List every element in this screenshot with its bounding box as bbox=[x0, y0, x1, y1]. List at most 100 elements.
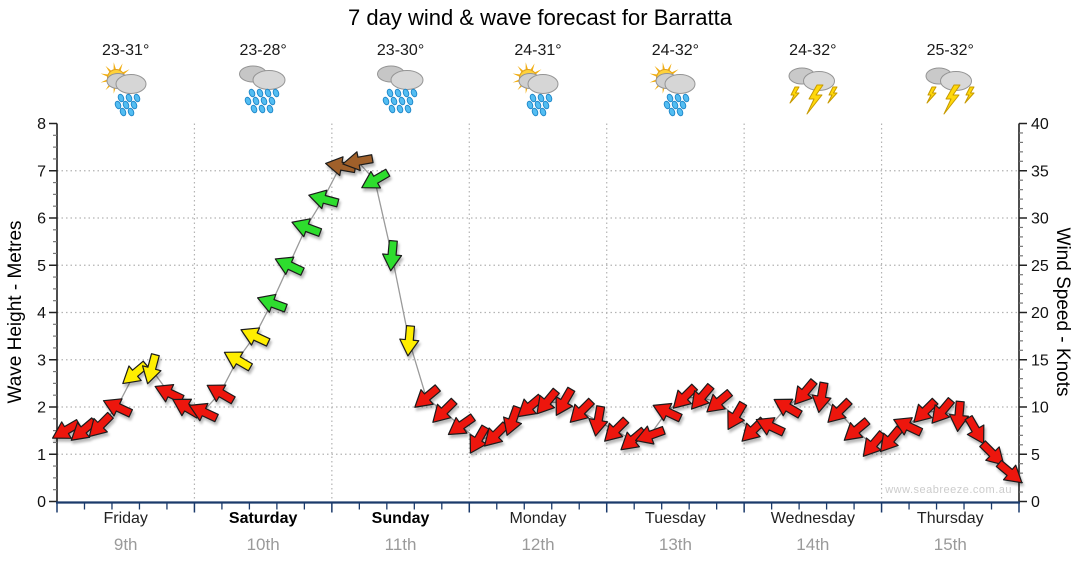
wind-arrow bbox=[652, 402, 683, 423]
sun-cloud-rain-icon bbox=[650, 62, 696, 117]
wind-arrow bbox=[604, 416, 630, 442]
day-forecast: 24-32° bbox=[744, 42, 882, 122]
lightning-bolt bbox=[964, 86, 975, 104]
day-axis-label: Saturday 10th bbox=[194, 510, 332, 555]
day-date: 14th bbox=[796, 535, 830, 554]
day-axis-label: Friday 9th bbox=[57, 510, 195, 555]
wind-arrow bbox=[773, 398, 803, 419]
wind-arrow bbox=[361, 168, 391, 189]
storm-icon bbox=[925, 67, 975, 115]
day-date: 11th bbox=[384, 535, 417, 554]
raindrop bbox=[672, 100, 679, 110]
raindrop bbox=[272, 88, 280, 98]
raindrop bbox=[539, 107, 547, 117]
cloud-rain-icon bbox=[376, 65, 424, 114]
wind-arrow bbox=[862, 430, 887, 457]
wind-arrow bbox=[188, 402, 219, 423]
sun-rays bbox=[650, 62, 682, 94]
wind-arrow bbox=[399, 325, 420, 357]
wind-arrow bbox=[240, 327, 271, 347]
wind-arrow bbox=[690, 382, 715, 410]
raindrop bbox=[264, 88, 272, 98]
raindrop bbox=[382, 96, 389, 106]
wind-arrow bbox=[979, 440, 1005, 466]
axis-tick-label: 6 bbox=[37, 211, 46, 228]
raindrop bbox=[117, 93, 124, 103]
wind-arrow bbox=[913, 397, 939, 423]
axis-tick-label: 0 bbox=[37, 494, 46, 511]
raindrop bbox=[260, 96, 268, 106]
lightning-bolt bbox=[943, 84, 961, 115]
weather-icon-wrap bbox=[744, 61, 882, 122]
raindrop bbox=[534, 100, 542, 110]
raindrop bbox=[127, 107, 134, 117]
wind-arrow bbox=[52, 419, 82, 439]
wind-arrow bbox=[308, 189, 340, 210]
day-temp-range: 23-30° bbox=[376, 42, 425, 59]
weather-icon-wrap bbox=[606, 61, 744, 122]
day-name: Saturday bbox=[228, 510, 298, 527]
wind-arrow bbox=[879, 425, 904, 453]
raindrop bbox=[122, 100, 129, 110]
wind-arrow bbox=[102, 398, 133, 418]
wind-arrow bbox=[931, 397, 956, 424]
day-temp-range: 24-32° bbox=[651, 42, 700, 59]
wind-arrow bbox=[483, 421, 510, 447]
raindrop bbox=[526, 100, 534, 110]
storm-icon bbox=[788, 67, 838, 115]
cloud bbox=[664, 74, 696, 94]
raindrop bbox=[537, 93, 545, 103]
raindrop bbox=[386, 88, 393, 98]
wind-arrow bbox=[141, 353, 162, 385]
wind-arrow bbox=[706, 388, 734, 413]
wind-arrow bbox=[88, 411, 114, 438]
wind-arrow bbox=[414, 384, 441, 408]
raindrop bbox=[250, 104, 258, 114]
axis-tick-label: 10 bbox=[1031, 400, 1049, 417]
wind-arrow bbox=[893, 417, 924, 437]
weather-icon-wrap bbox=[332, 61, 470, 122]
day-date: 15th bbox=[933, 535, 967, 554]
wind-arrow bbox=[569, 397, 595, 423]
axis-tick-label: 5 bbox=[37, 258, 46, 275]
raindrop bbox=[410, 88, 417, 98]
day-temp-range: 23-31° bbox=[102, 42, 150, 59]
sun-cloud-rain-icon bbox=[512, 62, 559, 117]
day-axis-label: Thursday 15th bbox=[881, 510, 1019, 555]
weather-icon-wrap bbox=[57, 61, 195, 122]
raindrop bbox=[675, 93, 682, 103]
weather-icon-wrap bbox=[881, 61, 1019, 122]
day-name: Tuesday bbox=[645, 510, 706, 527]
page-title: 7 day wind & wave forecast for Barratta bbox=[348, 5, 732, 30]
lightning-bolt bbox=[789, 86, 800, 104]
day-forecast: 23-30° bbox=[332, 42, 470, 122]
day-date: 9th bbox=[113, 535, 138, 554]
lightning-bolt bbox=[827, 86, 838, 104]
day-forecast: 24-32° bbox=[606, 42, 744, 122]
sun-rays bbox=[512, 62, 544, 94]
wind-arrow bbox=[755, 417, 786, 437]
day-date: 13th bbox=[658, 535, 692, 554]
raindrop bbox=[545, 93, 553, 103]
wind-arrow bbox=[70, 417, 98, 441]
raindrop bbox=[402, 88, 409, 98]
wind-arrow bbox=[727, 400, 748, 430]
raindrop bbox=[406, 96, 413, 106]
sun-rays bbox=[100, 62, 132, 94]
wind-arrow bbox=[843, 417, 871, 441]
sun-cloud-rain-icon bbox=[100, 62, 147, 117]
day-axis-label: Sunday 11th bbox=[332, 510, 470, 555]
raindrop bbox=[664, 100, 671, 110]
raindrop bbox=[258, 104, 266, 114]
day-date: 12th bbox=[521, 535, 555, 554]
wind-arrow bbox=[948, 400, 970, 432]
raindrop bbox=[404, 104, 411, 114]
day-name: Sunday bbox=[371, 510, 430, 527]
wind-arrow bbox=[620, 426, 648, 451]
raindrop bbox=[677, 107, 684, 117]
day-date: 10th bbox=[246, 535, 280, 554]
axis-tick-label: 5 bbox=[1031, 447, 1040, 464]
wind-arrow bbox=[794, 378, 818, 405]
